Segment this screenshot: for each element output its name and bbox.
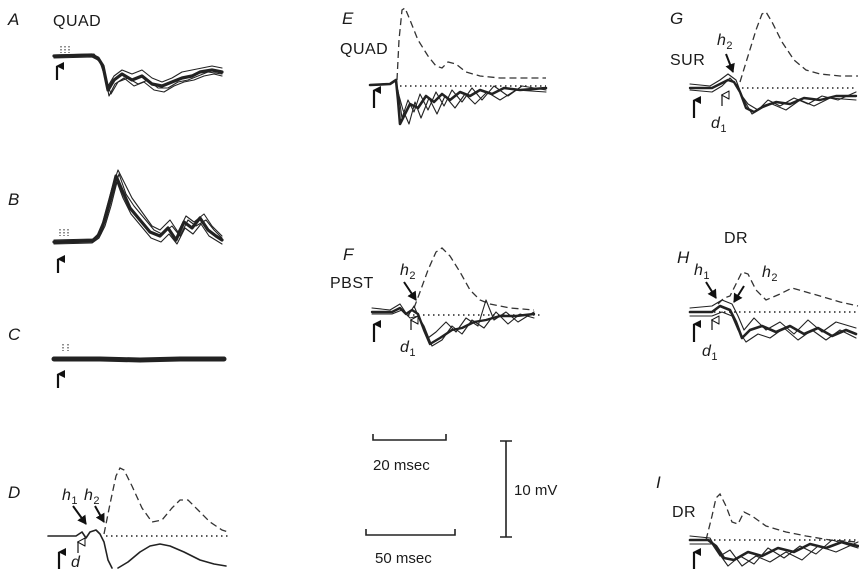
d-d1-label: d [71,554,81,569]
dashed-trace [739,11,858,83]
panel-letter-d: D [8,483,20,502]
panel-c: C [8,325,227,388]
scale-20msec-label: 20 msec [373,457,430,474]
trace-overlay [52,53,224,97]
panel-letter-i: I [656,473,661,492]
dashed-trace [396,7,546,81]
dashed-trace [717,271,859,307]
h1-arrow [705,281,717,299]
panel-i: I DR [656,473,859,569]
scale-10mV-label: 10 mV [514,482,557,499]
flat-trace [51,356,227,363]
panel-letter-g: G [670,9,683,28]
dashed-trace [413,247,535,311]
scale-bar-50msec: 50 msec [365,529,456,567]
scale-bar-20msec: 20 msec [372,434,447,474]
panel-f: F PBST h2 d1 [330,245,540,359]
stimulus-ticks [62,344,69,351]
trace-overlay [370,299,536,347]
trace-overlay [688,535,859,567]
panel-h-label: DR [724,230,748,247]
panel-h: DR H h1 h2 d1 [677,230,859,363]
trace-overlay [52,169,224,245]
panel-g: G SUR h2 d1 [670,9,858,135]
scale-50msec-label: 50 msec [375,550,432,567]
stimulus-ticks [60,46,70,53]
scale-bar-10mV: 10 mV [500,440,557,538]
panel-d: D h1 h2 d [8,467,229,569]
dashed-trace [705,492,859,543]
g-d1-label: d1 [711,115,727,135]
h2-arrow [403,281,417,301]
panel-letter-f: F [343,245,355,264]
f-d1-label: d1 [400,339,416,359]
panel-letter-e: E [342,9,354,28]
h2-arrow [94,505,105,523]
h-h1-label: h1 [694,262,710,282]
trace-overlay [688,73,858,115]
panel-f-label: PBST [330,275,374,292]
h1-arrow [72,505,87,525]
d-h1-label: h1 [62,487,78,507]
panel-letter-h: H [677,248,690,267]
panel-a: A QUAD [7,10,224,97]
solid-trace [47,529,113,569]
panel-i-label: DR [672,504,696,521]
panel-letter-b: B [8,190,19,209]
dashed-trace [103,467,229,535]
d-h2-label: h2 [84,487,100,507]
solid-trace-2 [117,543,227,569]
panel-e: E QUAD [340,7,548,126]
f-h2-label: h2 [400,262,416,282]
h2-arrow [725,53,735,73]
panel-letter-c: C [8,325,21,344]
stimulus-ticks [59,229,69,236]
panel-g-label: SUR [670,52,705,69]
panel-e-label: QUAD [340,41,388,58]
h2-arrow [733,285,745,303]
panel-b: B [8,169,224,273]
panel-letter-a: A [7,10,19,29]
trace-overlay [368,78,548,126]
g-h2-label: h2 [717,32,733,52]
h-h2-label: h2 [762,264,778,284]
trace-overlay [688,299,858,343]
panel-a-label: QUAD [53,13,101,30]
h-d1-label: d1 [702,343,718,363]
